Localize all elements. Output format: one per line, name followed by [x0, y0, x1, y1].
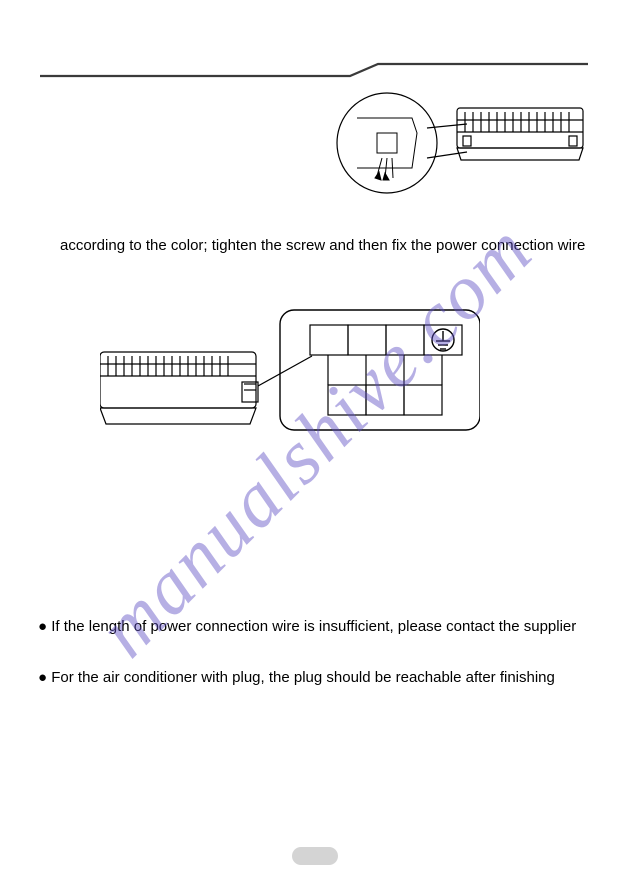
- bullet-item: ● If the length of power connection wire…: [38, 618, 598, 635]
- terminal-block-figure: [100, 290, 480, 460]
- panel-callout-figure: [327, 88, 587, 198]
- instruction-text: according to the color; tighten the scre…: [60, 235, 590, 256]
- header-divider: [40, 62, 588, 80]
- page-number-pill: [292, 847, 338, 865]
- bullet-item: ● For the air conditioner with plug, the…: [38, 669, 598, 686]
- bullet-list: ● If the length of power connection wire…: [38, 618, 598, 720]
